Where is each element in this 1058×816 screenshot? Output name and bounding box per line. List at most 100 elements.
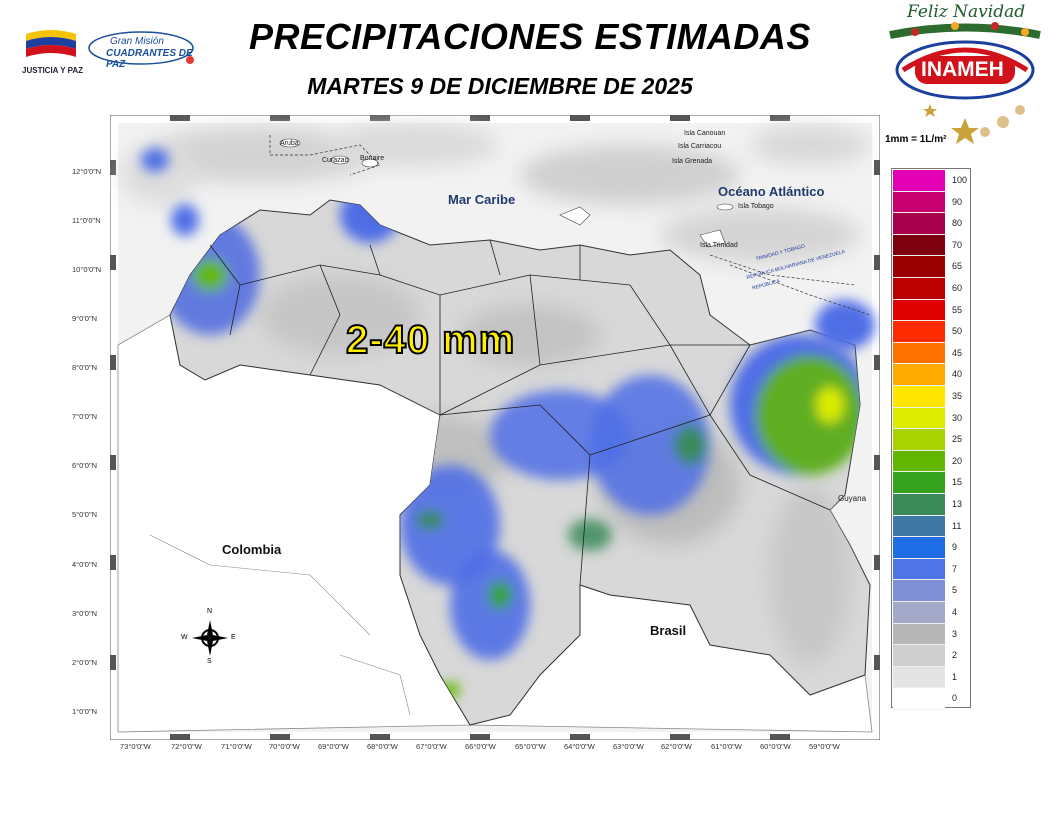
venezuela-flag-icon [26,30,76,57]
legend-label-65: 65 [952,261,963,272]
legend-swatch-50 [893,321,945,343]
label-isla-trinidad: Isla Trinidad [700,242,738,249]
lon-tick-68: 68°0'0"W [367,742,398,751]
lat-tick-2: 2°0'0"N [72,658,98,667]
legend-swatch-0 [893,688,945,710]
label-isla-grenada: Isla Grenada [672,158,713,165]
lon-tick-73: 73°0'0"W [120,742,151,751]
legend-swatch-25 [893,429,945,451]
lat-tick-4: 4°0'0"N [72,560,98,569]
legend-label-13: 13 [952,499,963,509]
lat-tick-1: 1°0'0"N [72,707,98,716]
lon-tick-65: 65°0'0"W [515,742,546,751]
legend-swatch-45 [893,342,945,365]
lat-tick-3: 3°0'0"N [72,609,98,618]
sea-cloud-cover [120,123,870,263]
lat-tick-7: 7°0'0"N [72,412,98,421]
legend-label-35: 35 [952,391,963,401]
lon-tick-62: 62°0'0"W [661,742,692,751]
compass-n: N [207,608,213,615]
label-mar-caribe: Mar Caribe [448,192,516,207]
label-oceano-atlantico: Océano Atlántico [718,184,825,199]
lon-tick-70: 70°0'0"W [269,742,300,751]
compass-rose: N S E W [180,608,240,668]
legend-label-4: 4 [952,607,958,617]
legend-label-45: 45 [952,347,963,358]
lon-tick-67: 67°0'0"W [416,742,447,751]
lon-tick-60: 60°0'0"W [760,742,791,751]
legend-swatch-3 [893,623,945,646]
legend-swatch-20 [893,450,945,473]
lon-tick-64: 64°0'0"W [564,742,595,751]
legend-swatch-5 [893,580,945,602]
legend-swatch-13 [893,494,945,516]
label-bonaire: Bonaire [360,155,385,162]
legend-label-20: 20 [952,455,963,466]
legend-label-80: 80 [952,218,963,229]
legend-swatch-4 [893,602,945,624]
legend-label-100: 100 [952,175,968,185]
page-subtitle: MARTES 9 DE DICIEMBRE DE 2025 [307,73,693,99]
legend-label-2: 2 [952,650,958,661]
legend-swatch-80 [893,213,945,235]
legend-label-50: 50 [952,326,963,337]
unit-note: 1mm = 1L/m² [885,134,947,145]
compass-s: S [207,658,212,665]
islands [279,138,734,248]
label-isla-carriacou: Isla Carriacou [678,143,722,150]
compass-w: W [181,634,188,641]
lat-tick-11: 11°0'0"N [72,216,101,225]
legend-swatch-100 [893,170,945,192]
label-colombia: Colombia [222,542,282,557]
precipitation-map [110,115,880,740]
label-curazao: Curazao [322,157,349,164]
christmas-decoration-icon [889,22,1041,144]
legend-label-11: 11 [952,520,962,531]
inameh-logo-text: INAMEH [921,58,1004,81]
legend-swatch-40 [893,364,945,386]
label-aruba: Aruba [280,140,299,147]
lon-tick-66: 66°0'0"W [465,742,496,751]
legend-swatch-35 [893,386,945,408]
cuadrantes-de-paz-text: CUADRANTES DE PAZ [106,48,193,70]
label-isla-tobago: Isla Tobago [738,203,774,210]
lat-tick-9: 9°0'0"N [72,314,98,323]
legend-label-30: 30 [952,412,963,423]
inameh-logo-group: Feliz Navidad INAMEH [885,0,1045,150]
legend-label-9: 9 [952,542,958,553]
maritime-borders [269,135,871,316]
legend-label-1: 1 [952,671,958,682]
label-brasil: Brasil [650,623,687,638]
lat-tick-10: 10°0'0"N [72,265,102,274]
compass-icon [192,620,228,656]
lon-tick-63: 63°0'0"W [613,742,644,751]
legend-swatch-15 [893,472,945,494]
legend-swatch-55 [893,299,945,322]
legend-swatch-9 [893,537,945,559]
legend-swatch-70 [893,234,945,257]
gran-mision-emblem-icon [88,31,194,65]
legend-swatch-2 [893,645,945,667]
precipitation-range-label: 2-40 mm [345,317,516,363]
legend-label-40: 40 [952,369,963,380]
feliz-navidad-text: Feliz Navidad [907,2,1026,22]
lon-tick-59: 59°0'0"W [809,742,840,751]
legend-swatch-65 [893,256,945,278]
legend-label-3: 3 [952,628,958,639]
lat-tick-6: 6°0'0"N [72,461,98,470]
lat-tick-12: 12°0'0"N [72,167,102,176]
gran-mision-text: Gran Misión [110,36,164,47]
legend-label-70: 70 [952,239,963,250]
legend-swatch-60 [893,278,945,300]
compass-e: E [231,634,236,641]
legend-label-90: 90 [952,196,963,207]
legend-swatch-7 [893,558,945,581]
legend-label-15: 15 [952,477,963,488]
lon-tick-69: 69°0'0"W [318,742,349,751]
legend-swatch-11 [893,515,945,538]
justicia-y-paz-logo: JUSTICIA Y PAZ [22,66,84,75]
legend-label-5: 5 [952,585,958,596]
map-frame-ticks [110,115,880,740]
label-isla-canouan: Isla Canouan [684,130,726,137]
legend-swatch-1 [893,666,945,689]
